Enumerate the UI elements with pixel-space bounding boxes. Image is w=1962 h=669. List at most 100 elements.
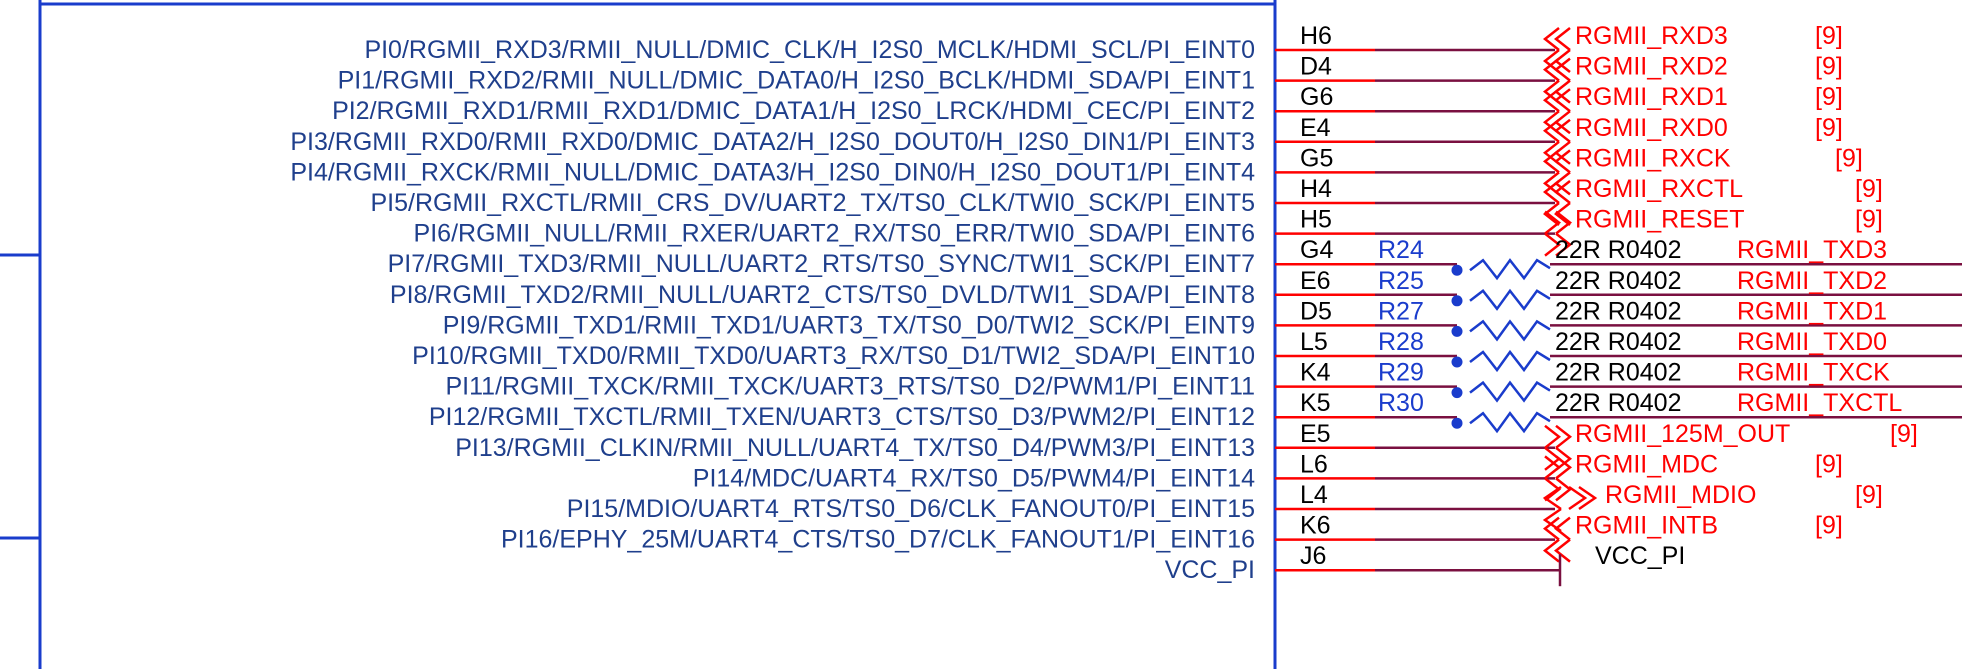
pin-name: PI3/RGMII_RXD0/RMII_RXD0/DMIC_DATA2/H_I2… — [290, 128, 1255, 156]
pin-name: PI14/MDC/UART4_RX/TS0_D5/PWM4/PI_EINT14 — [693, 464, 1255, 492]
pin-row: PI9/RGMII_TXD1/RMII_TXD1/UART3_TX/TS0_D0… — [443, 297, 1962, 342]
resistor-value: 22R R0402 — [1555, 389, 1681, 417]
junction-dot — [1451, 295, 1463, 307]
pin-name: PI2/RGMII_RXD1/RMII_RXD1/DMIC_DATA1/H_I2… — [332, 97, 1255, 125]
pin-number: K4 — [1300, 359, 1331, 387]
pin-row: PI8/RGMII_TXD2/RMII_NULL/UART2_CTS/TS0_D… — [390, 267, 1962, 311]
resistor-symbol — [1469, 258, 1551, 281]
pin-name: PI7/RGMII_TXD3/RMII_NULL/UART2_RTS/TS0_S… — [388, 250, 1255, 278]
resistor-refdes: R30 — [1378, 389, 1424, 417]
junction-dot — [1451, 325, 1463, 337]
pin-name: PI8/RGMII_TXD2/RMII_NULL/UART2_CTS/TS0_D… — [390, 281, 1255, 309]
power-net-label: VCC_PI — [1595, 542, 1685, 570]
resistor-symbol — [1469, 380, 1551, 403]
pin-name: PI5/RGMII_RXCTL/RMII_CRS_DV/UART2_TX/TS0… — [370, 189, 1255, 217]
net-label: RGMII_RXCTL — [1575, 175, 1743, 203]
net-label: RGMII_RXD0 — [1575, 114, 1728, 142]
net-label: RGMII_MDC — [1575, 450, 1718, 478]
pin-number: E4 — [1300, 114, 1331, 142]
pin-number: G4 — [1300, 236, 1333, 264]
junction-dot — [1451, 264, 1463, 276]
pin-name: PI11/RGMII_TXCK/RMII_TXCK/UART3_RTS/TS0_… — [446, 373, 1256, 401]
sheet-reference: [9] — [1835, 144, 1863, 172]
sheet-reference: [9] — [1855, 481, 1883, 509]
pins-layer: PI0/RGMII_RXD3/RMII_NULL/DMIC_CLK/H_I2S0… — [290, 22, 1962, 587]
off-sheet-connector — [1544, 424, 1573, 471]
pin-row: PI16/EPHY_25M/UART4_CTS/TS0_D7/CLK_FANOU… — [501, 512, 1843, 563]
off-sheet-connector — [1542, 180, 1571, 226]
pin-name: VCC_PI — [1165, 556, 1255, 584]
pin-row: PI15/MDIO/UART4_RTS/TS0_D6/CLK_FANOUT0/P… — [567, 481, 1883, 533]
resistor-symbol — [1469, 288, 1551, 311]
junction-dot — [1451, 356, 1463, 368]
net-label: RGMII_TXD0 — [1737, 328, 1887, 356]
pin-name: PI16/EPHY_25M/UART4_CTS/TS0_D7/CLK_FANOU… — [501, 526, 1255, 554]
sheet-reference: [9] — [1815, 512, 1843, 540]
pin-row: PI11/RGMII_TXCK/RMII_TXCK/UART3_RTS/TS0_… — [446, 359, 1962, 403]
net-label: RGMII_MDIO — [1605, 481, 1756, 509]
net-label: RGMII_TXD2 — [1737, 267, 1887, 295]
pin-name: PI4/RGMII_RXCK/RMII_NULL/DMIC_DATA3/H_I2… — [290, 158, 1255, 186]
resistor-refdes: R28 — [1378, 328, 1424, 356]
pin-number: E6 — [1300, 267, 1331, 295]
net-label: RGMII_INTB — [1575, 512, 1718, 540]
pin-row: PI4/RGMII_RXCK/RMII_NULL/DMIC_DATA3/H_I2… — [290, 144, 1863, 196]
pin-row: PI14/MDC/UART4_RX/TS0_D5/PWM4/PI_EINT14 L… — [693, 450, 1843, 502]
off-sheet-connector — [1542, 118, 1571, 165]
pin-name: PI10/RGMII_TXD0/RMII_TXD0/UART3_RX/TS0_D… — [412, 342, 1255, 370]
pin-row: PI3/RGMII_RXD0/RMII_RXD0/DMIC_DATA2/H_I2… — [290, 114, 1843, 165]
resistor-value: 22R R0402 — [1555, 328, 1681, 356]
sheet-reference: [9] — [1815, 450, 1843, 478]
net-label: RGMII_RXD3 — [1575, 22, 1728, 50]
pin-number: D5 — [1300, 297, 1332, 325]
pin-row: PI5/RGMII_RXCTL/RMII_CRS_DV/UART2_TX/TS0… — [370, 175, 1883, 226]
net-label: RGMII_RXD2 — [1575, 53, 1728, 81]
pin-number: L6 — [1300, 450, 1328, 478]
pin-row: PI2/RGMII_RXD1/RMII_RXD1/DMIC_DATA1/H_I2… — [332, 83, 1843, 135]
pin-number: G6 — [1300, 83, 1333, 111]
pin-name: PI1/RGMII_RXD2/RMII_NULL/DMIC_DATA0/H_I2… — [338, 67, 1255, 95]
resistor-value: 22R R0402 — [1555, 297, 1681, 325]
junction-dot — [1451, 417, 1463, 429]
resistor-symbol — [1469, 411, 1551, 434]
off-sheet-connector — [1542, 516, 1571, 563]
pin-number: L4 — [1300, 481, 1328, 509]
pin-number: G5 — [1300, 144, 1333, 172]
pin-row: PI0/RGMII_RXD3/RMII_NULL/DMIC_CLK/H_I2S0… — [364, 22, 1843, 73]
resistor-refdes: R29 — [1378, 359, 1424, 387]
resistor-value: 22R R0402 — [1555, 236, 1681, 264]
off-sheet-connector — [1544, 455, 1573, 502]
pin-number: L5 — [1300, 328, 1328, 356]
pin-row: PI7/RGMII_TXD3/RMII_NULL/UART2_RTS/TS0_S… — [388, 236, 1962, 281]
pin-number: H6 — [1300, 22, 1332, 50]
pin-number: J6 — [1300, 542, 1326, 570]
pin-row: PI13/RGMII_CLKIN/RMII_NULL/UART4_TX/TS0_… — [455, 420, 1918, 471]
off-sheet-connector — [1542, 57, 1571, 104]
pin-number: E5 — [1300, 420, 1331, 448]
pin-number: H5 — [1300, 206, 1332, 234]
pin-name: PI15/MDIO/UART4_RTS/TS0_D6/CLK_FANOUT0/P… — [567, 495, 1255, 523]
resistor-value: 22R R0402 — [1555, 359, 1681, 387]
resistor-refdes: R27 — [1378, 297, 1424, 325]
pin-number: D4 — [1300, 53, 1332, 81]
net-label: RGMII_125M_OUT — [1575, 420, 1790, 448]
net-label: RGMII_TXCTL — [1737, 389, 1902, 417]
pin-name: PI13/RGMII_CLKIN/RMII_NULL/UART4_TX/TS0_… — [455, 434, 1255, 462]
sheet-reference: [9] — [1815, 114, 1843, 142]
sheet-reference: [9] — [1855, 175, 1883, 203]
pin-number: H4 — [1300, 175, 1332, 203]
pin-name: PI9/RGMII_TXD1/RMII_TXD1/UART3_TX/TS0_D0… — [443, 311, 1255, 339]
resistor-value: 22R R0402 — [1555, 267, 1681, 295]
off-sheet-connector — [1544, 210, 1573, 257]
sheet-reference: [9] — [1890, 420, 1918, 448]
pin-row: PI12/RGMII_TXCTL/RMII_TXEN/UART3_CTS/TS0… — [429, 389, 1962, 434]
net-label: RGMII_TXD1 — [1737, 297, 1887, 325]
off-sheet-connector — [1542, 149, 1571, 196]
sheet-reference: [9] — [1855, 206, 1883, 234]
off-sheet-connector — [1542, 88, 1571, 135]
resistor-symbol — [1469, 349, 1551, 373]
pin-row: VCC_PI J6 VCC_PI — [1165, 542, 1685, 587]
off-sheet-connector — [1542, 27, 1571, 73]
pin-row: PI1/RGMII_RXD2/RMII_NULL/DMIC_DATA0/H_I2… — [338, 53, 1843, 104]
